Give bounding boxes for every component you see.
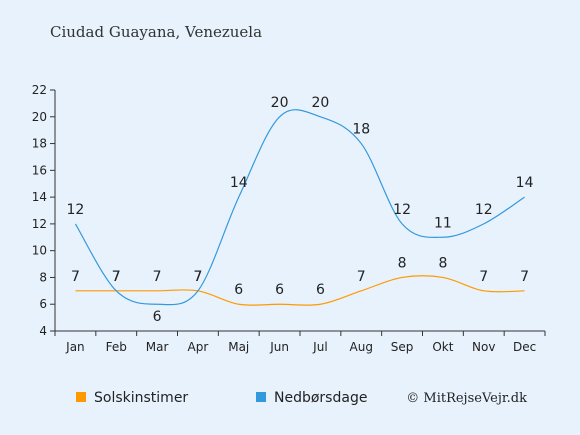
data-label-solskinstimer: 7 (357, 269, 366, 285)
y-tick-label: 16 (32, 163, 47, 177)
legend-swatch-solskinstimer (76, 392, 86, 402)
y-tick-label: 12 (32, 217, 47, 231)
x-tick-label: Sep (391, 340, 414, 354)
data-label-nedb-rsdage: 14 (230, 175, 248, 191)
x-tick-label: Feb (106, 340, 127, 354)
data-label-nedb-rsdage: 7 (193, 269, 202, 285)
x-tick-label: Mar (146, 340, 169, 354)
x-tick-label: Jan (65, 340, 85, 354)
y-tick-label: 22 (32, 83, 47, 97)
data-label-nedb-rsdage: 7 (112, 269, 121, 285)
data-label-solskinstimer: 8 (398, 255, 407, 271)
series-lines (74, 109, 525, 306)
data-label-nedb-rsdage: 12 (67, 202, 85, 218)
data-label-solskinstimer: 6 (234, 282, 243, 298)
y-tick-label: 14 (32, 190, 47, 204)
legend-label-solskinstimer: Solskinstimer (94, 390, 188, 406)
y-tick-label: 20 (32, 110, 47, 124)
legend-swatch-nedborsdage (256, 392, 266, 402)
series-line-solskinstimer (75, 275, 525, 306)
x-tick-label: Apr (188, 340, 209, 354)
data-label-solskinstimer: 7 (520, 269, 529, 285)
x-tick-label: Nov (472, 340, 495, 354)
y-tick-label: 8 (39, 270, 47, 284)
x-tick-label: Dec (513, 340, 536, 354)
x-tick-label: Jun (269, 340, 289, 354)
x-tick-label: Okt (432, 340, 453, 354)
series-line-nedb-rsdage (74, 109, 525, 306)
legend: Solskinstimer Nedbørsdage (76, 390, 367, 406)
data-label-solskinstimer: 7 (71, 269, 80, 285)
data-label-solskinstimer: 6 (275, 282, 284, 298)
chart-title: Ciudad Guayana, Venezuela (50, 23, 262, 41)
data-label-nedb-rsdage: 20 (271, 95, 289, 111)
data-label-solskinstimer: 7 (112, 269, 121, 285)
credit-text: © MitRejseVejr.dk (406, 391, 527, 406)
x-tick-label: Aug (350, 340, 373, 354)
data-label-solskinstimer: 6 (316, 282, 325, 298)
data-label-nedb-rsdage: 20 (312, 95, 330, 111)
x-tick-label: Maj (228, 340, 249, 354)
data-label-solskinstimer: 8 (438, 255, 447, 271)
y-tick-label: 10 (32, 244, 47, 258)
axes: 4 6 8 10 12 14 16 18 20 22 Jan Feb Mar Apr Maj Jun Jul Au… (32, 83, 546, 354)
data-label-nedb-rsdage: 14 (516, 175, 534, 191)
y-tick-label: 4 (39, 324, 47, 338)
data-label-solskinstimer: 7 (479, 269, 488, 285)
data-label-nedb-rsdage: 12 (475, 202, 493, 218)
data-label-solskinstimer: 7 (193, 269, 202, 285)
data-label-nedb-rsdage: 6 (153, 309, 162, 325)
data-label-nedb-rsdage: 12 (393, 202, 411, 218)
y-tick-label: 6 (39, 297, 47, 311)
data-label-nedb-rsdage: 18 (352, 122, 370, 138)
legend-label-nedborsdage: Nedbørsdage (274, 390, 367, 406)
data-label-solskinstimer: 7 (153, 269, 162, 285)
y-tick-label: 18 (32, 137, 47, 151)
x-tick-label: Jul (312, 340, 327, 354)
data-label-nedb-rsdage: 11 (434, 215, 452, 231)
